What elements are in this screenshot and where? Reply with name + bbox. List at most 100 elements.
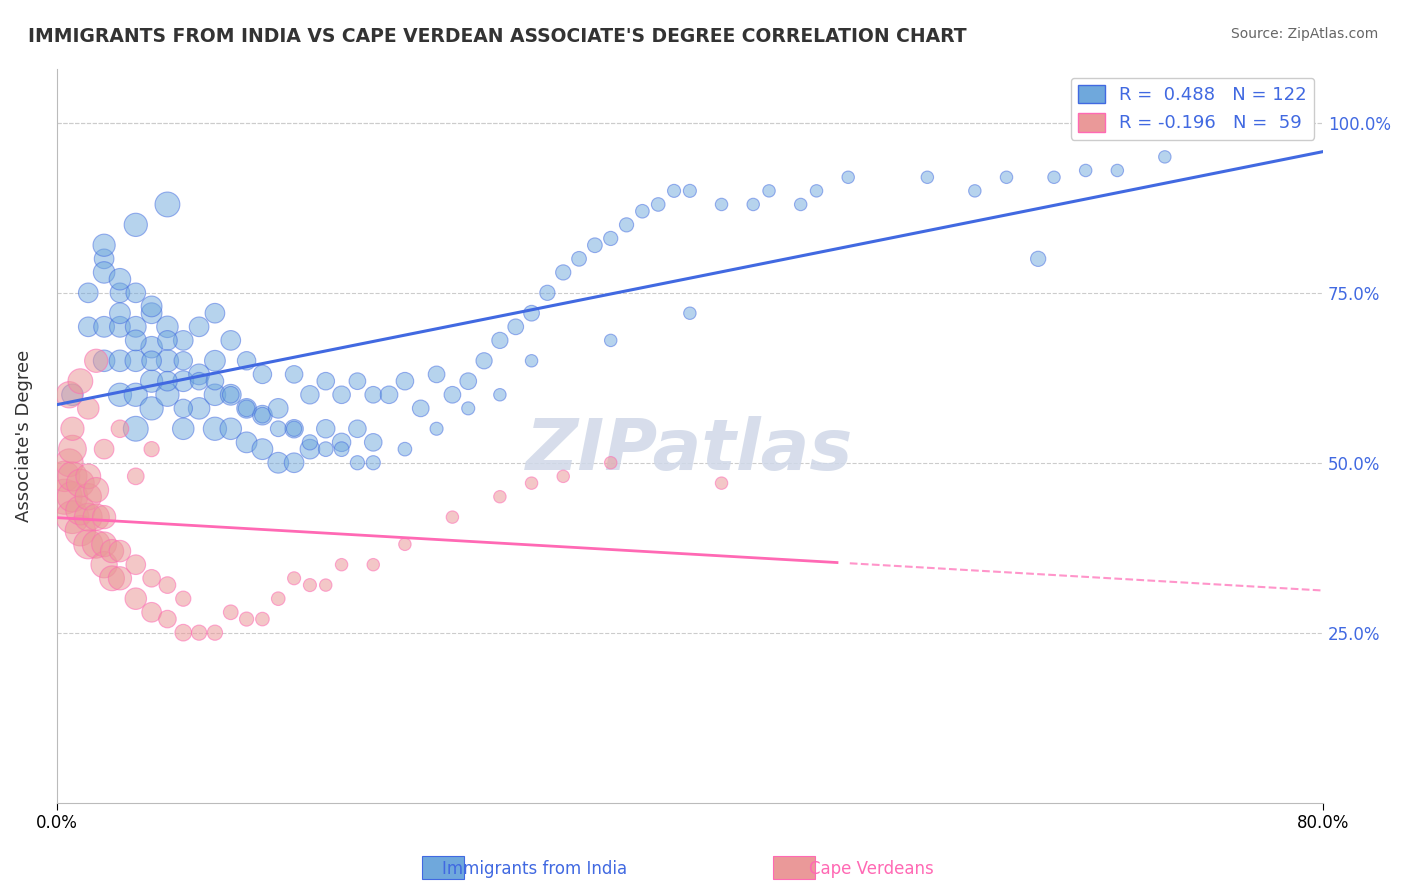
Point <box>141 605 163 619</box>
Point <box>93 510 115 524</box>
Text: IMMIGRANTS FROM INDIA VS CAPE VERDEAN ASSOCIATE'S DEGREE CORRELATION CHART: IMMIGRANTS FROM INDIA VS CAPE VERDEAN AS… <box>28 27 967 45</box>
Point <box>489 388 512 402</box>
Point <box>283 422 305 436</box>
Point <box>963 184 986 198</box>
Point <box>204 306 226 320</box>
Point <box>361 388 384 402</box>
Point <box>125 388 148 402</box>
Point <box>235 401 257 416</box>
Point <box>172 353 194 368</box>
Point <box>235 435 257 450</box>
Point <box>235 353 257 368</box>
Point <box>156 388 179 402</box>
Point <box>298 388 321 402</box>
Point <box>93 558 115 572</box>
Point <box>125 422 148 436</box>
Point <box>62 490 84 504</box>
Point <box>172 374 194 388</box>
Point <box>616 218 638 232</box>
Point <box>330 388 353 402</box>
Point <box>806 184 828 198</box>
Point <box>108 306 131 320</box>
Point <box>62 510 84 524</box>
Point <box>77 510 100 524</box>
Point <box>141 340 163 354</box>
Point <box>553 265 575 279</box>
Point <box>235 401 257 416</box>
Point <box>252 368 274 382</box>
Point <box>188 368 211 382</box>
Point <box>426 422 449 436</box>
Point <box>84 537 107 551</box>
Point <box>441 388 464 402</box>
Point <box>156 197 179 211</box>
Point <box>219 388 242 402</box>
Point <box>62 422 84 436</box>
Point <box>62 388 84 402</box>
Point <box>219 334 242 348</box>
Point <box>204 625 226 640</box>
Point <box>156 374 179 388</box>
Point <box>125 558 148 572</box>
Point <box>267 401 290 416</box>
Point <box>204 388 226 402</box>
Point <box>156 578 179 592</box>
Point <box>457 401 479 416</box>
Point <box>188 625 211 640</box>
Point <box>394 537 416 551</box>
Point <box>409 401 432 416</box>
Point <box>710 476 733 491</box>
Point <box>93 353 115 368</box>
Point <box>125 334 148 348</box>
Point <box>315 422 337 436</box>
Point <box>58 388 80 402</box>
Point <box>298 442 321 457</box>
Point <box>520 353 543 368</box>
Point <box>995 170 1018 185</box>
Point <box>252 442 274 457</box>
Point <box>361 456 384 470</box>
Point <box>1153 150 1175 164</box>
Point <box>1026 252 1049 266</box>
Text: Source: ZipAtlas.com: Source: ZipAtlas.com <box>1230 27 1378 41</box>
Point <box>58 456 80 470</box>
Point <box>505 319 527 334</box>
Point <box>93 319 115 334</box>
Point <box>141 571 163 585</box>
Point <box>93 252 115 266</box>
Point <box>441 510 464 524</box>
Point <box>69 476 91 491</box>
Point <box>758 184 780 198</box>
Point <box>330 435 353 450</box>
Text: Cape Verdeans: Cape Verdeans <box>810 860 934 878</box>
Point <box>553 469 575 483</box>
Point <box>77 469 100 483</box>
Point <box>77 537 100 551</box>
Point <box>1074 163 1097 178</box>
Point <box>108 353 131 368</box>
Point <box>62 442 84 457</box>
Point <box>108 272 131 286</box>
Text: ZIPatlas: ZIPatlas <box>526 416 853 484</box>
Point <box>1107 163 1129 178</box>
Point <box>283 368 305 382</box>
Point <box>1043 170 1066 185</box>
Point <box>583 238 606 252</box>
Point <box>346 456 368 470</box>
Point <box>267 456 290 470</box>
Point <box>235 612 257 626</box>
Point <box>93 537 115 551</box>
Point <box>108 319 131 334</box>
Point <box>125 353 148 368</box>
Point <box>108 285 131 300</box>
Point <box>361 435 384 450</box>
Point <box>77 319 100 334</box>
Point <box>283 571 305 585</box>
Point <box>69 374 91 388</box>
Point <box>315 374 337 388</box>
Point <box>219 388 242 402</box>
Point <box>156 353 179 368</box>
Y-axis label: Associate's Degree: Associate's Degree <box>15 350 32 522</box>
Point <box>141 306 163 320</box>
Point <box>62 469 84 483</box>
